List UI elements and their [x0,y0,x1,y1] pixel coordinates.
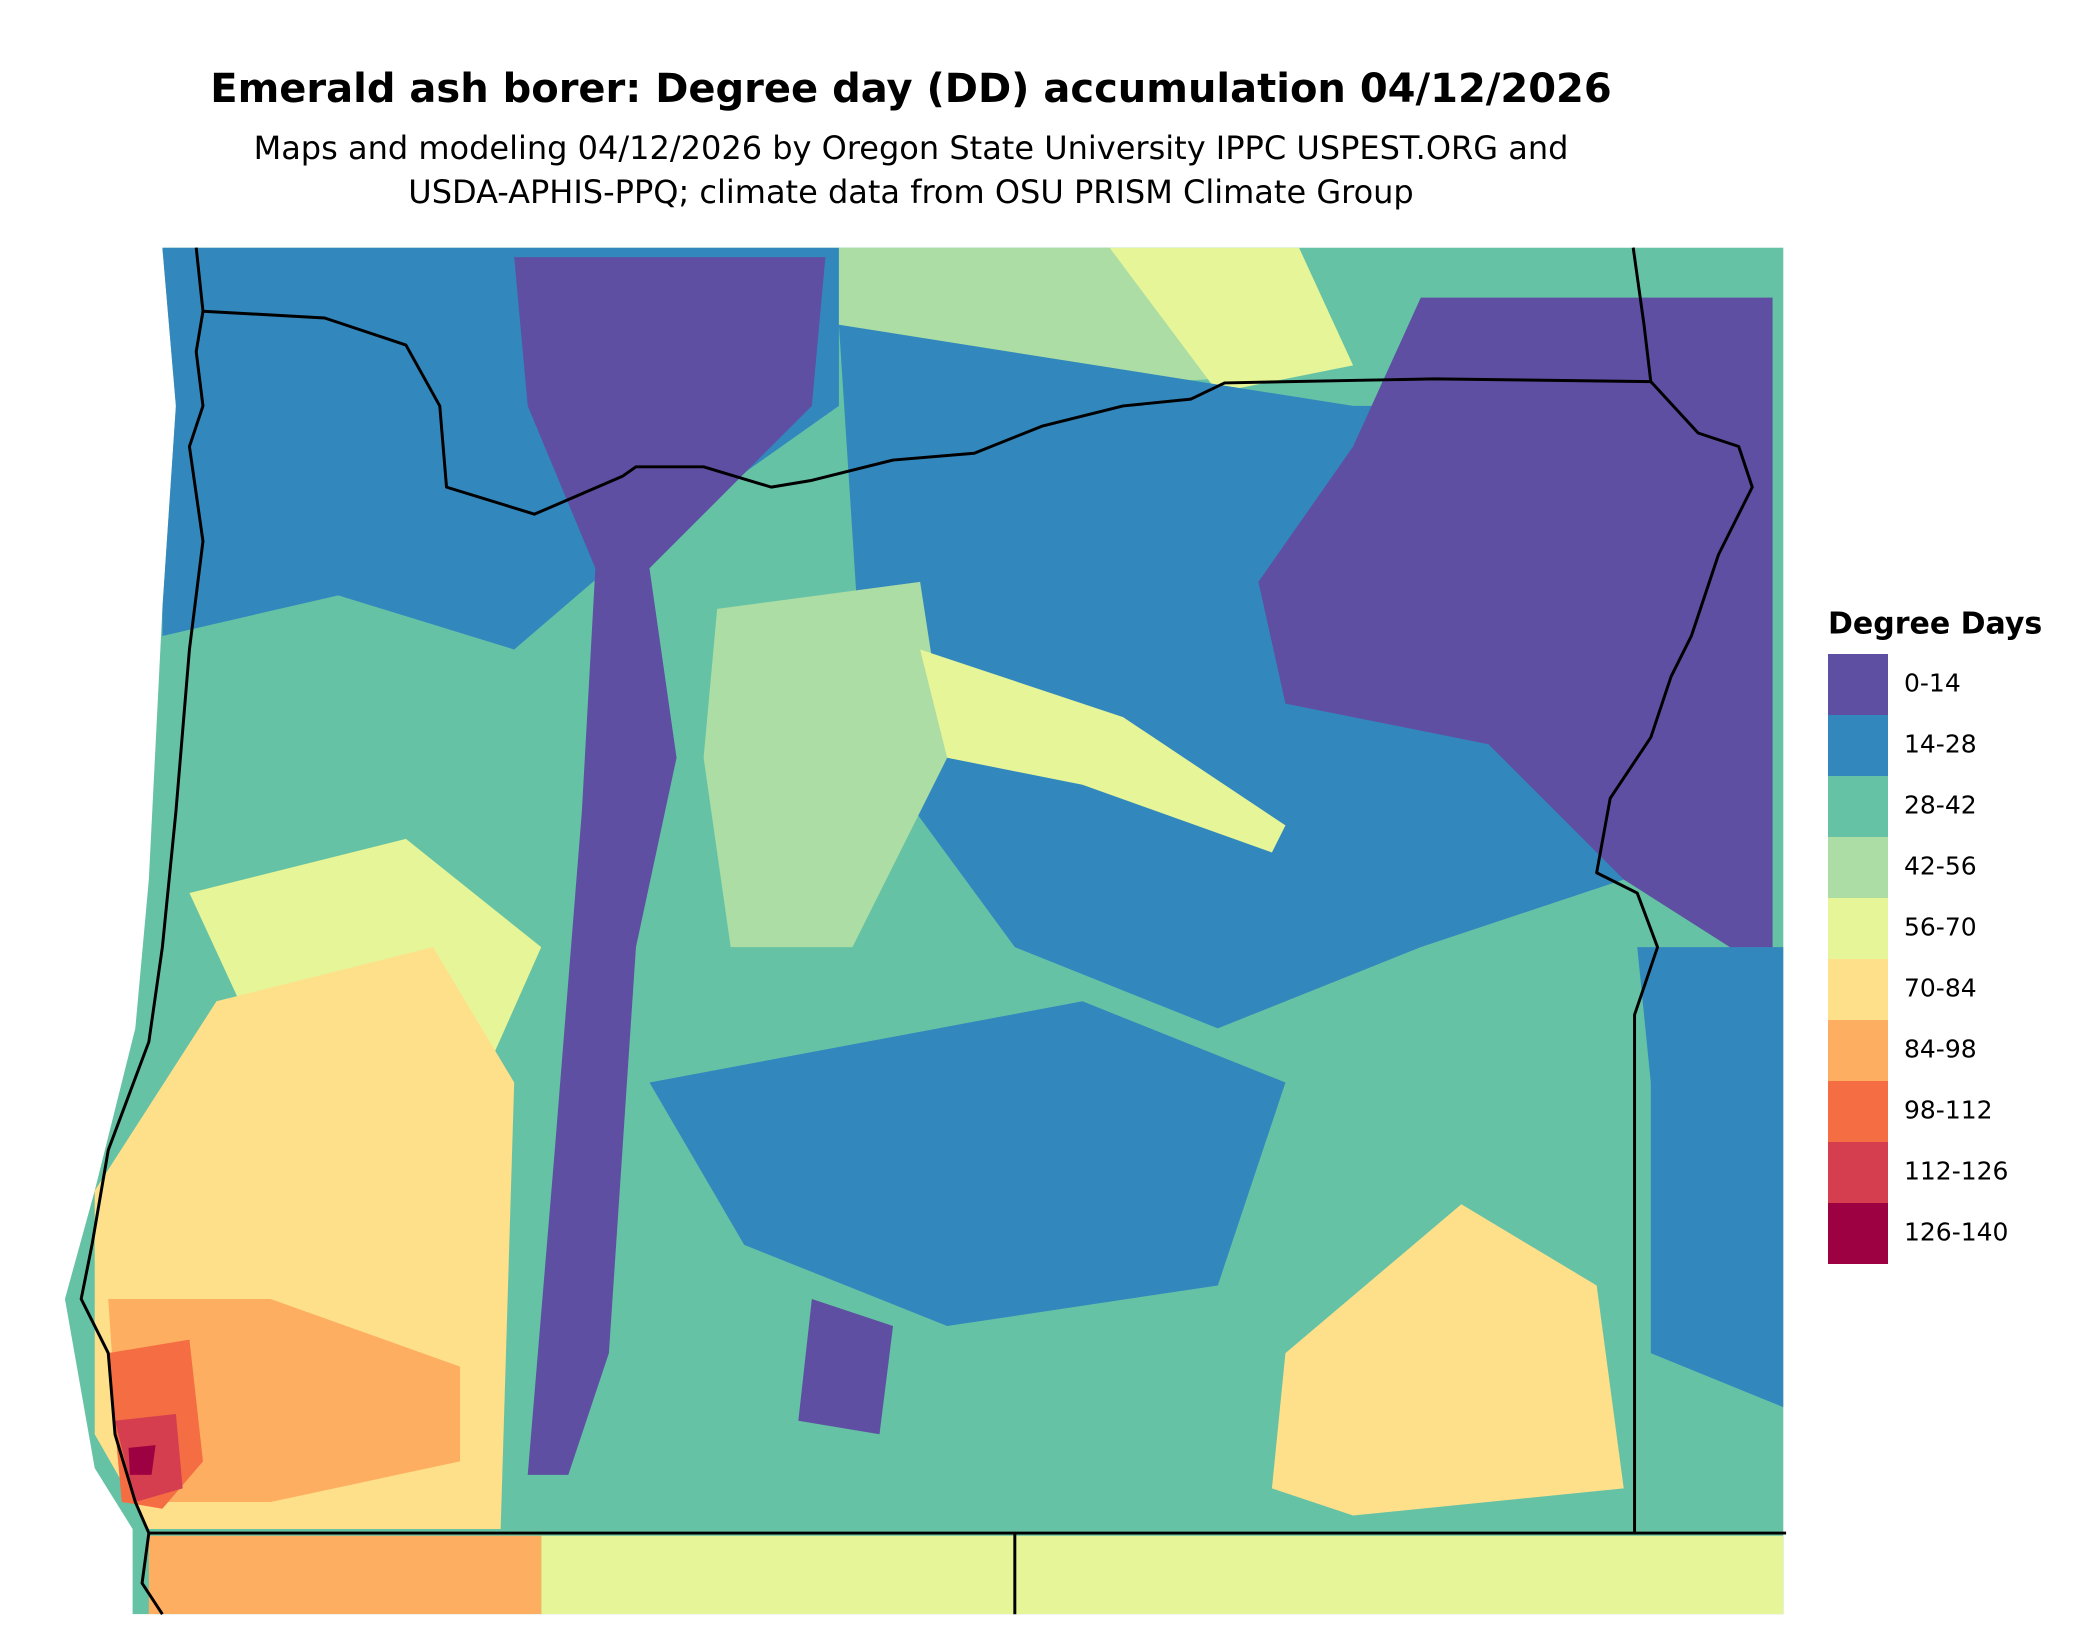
legend-label: 98-112 [1904,1096,1993,1125]
map-region [649,1001,1286,1327]
map-title: Emerald ash borer: Degree day (DD) accum… [210,66,1611,112]
legend-swatch [1828,959,1888,1020]
legend-label: 112-126 [1904,1157,2008,1186]
legend-label: 0-14 [1904,669,1961,698]
map [64,247,1787,1616]
legend-swatch [1828,1020,1888,1081]
map-region [1258,297,1773,975]
map-region [541,1535,1784,1615]
legend-swatch [1828,837,1888,898]
legend: 0-14 14-28 28-42 42-56 56-70 70-84 84-98 98-112… [1828,654,2008,1264]
legend-swatch [1828,1142,1888,1203]
map-region [798,1298,894,1435]
coastline [79,247,205,1616]
legend-swatch [1828,776,1888,837]
legend-label: 28-42 [1904,791,1977,820]
map-region [128,1445,156,1475]
map-subtitle: Maps and modeling 04/12/2026 by Oregon S… [254,129,1569,167]
state-border [202,309,1754,1534]
map-region [703,581,948,948]
legend-title: Degree Days [1828,607,2042,642]
map-region [514,257,826,1475]
legend-label: 42-56 [1904,852,1977,881]
legend-label: 84-98 [1904,1035,1977,1064]
legend-label: 56-70 [1904,913,1977,942]
state-border [1631,247,1653,382]
map-region [920,649,1286,853]
legend-label: 70-84 [1904,974,1977,1003]
map-region [148,1535,542,1615]
map-region [1109,247,1354,393]
legend-swatch [1828,715,1888,776]
legend-swatch [1828,654,1888,715]
legend-swatch [1828,898,1888,959]
map-region [1637,947,1784,1408]
legend-swatch [1828,1081,1888,1142]
map-subtitle: USDA-APHIS-PPQ; climate data from OSU PR… [408,173,1413,211]
legend-swatch [1828,1203,1888,1264]
map-region [1271,1204,1624,1516]
legend-label: 14-28 [1904,730,1977,759]
legend-label: 126-140 [1904,1218,2008,1247]
